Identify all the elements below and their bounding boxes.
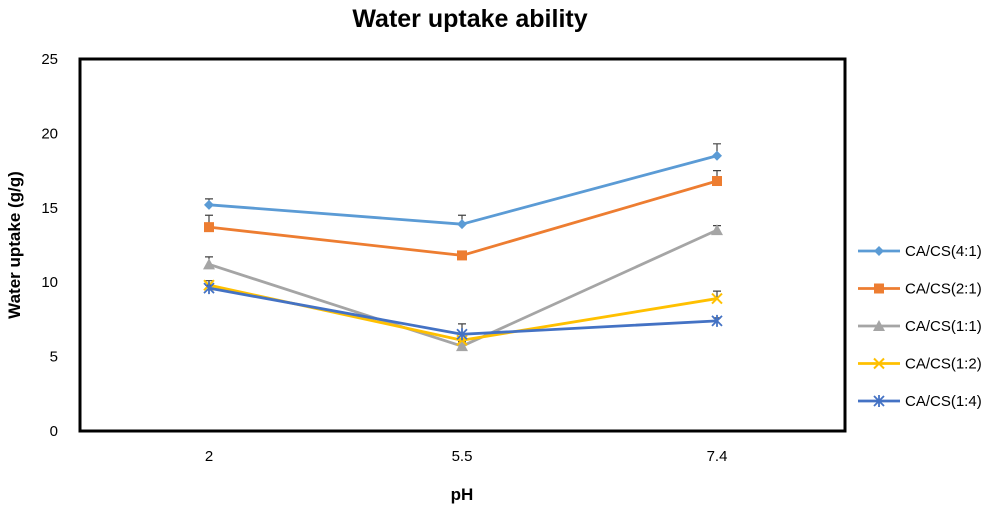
data-point: [711, 292, 723, 305]
data-point: [711, 314, 723, 327]
y-tick-label: 25: [41, 51, 58, 68]
legend-label: CA/CS(1:1): [905, 318, 982, 335]
legend-label: CA/CS(1:4): [905, 393, 982, 410]
y-tick-label: 0: [50, 423, 58, 440]
data-point: [204, 199, 214, 210]
x-tick-label: 5.5: [452, 448, 473, 465]
series-layer: [203, 143, 723, 352]
y-tick-label: 10: [41, 274, 58, 291]
data-point: [712, 176, 722, 187]
data-point: [456, 340, 468, 352]
legend: CA/CS(4:1) CA/CS(2:1) CA/CS(1:1) CA/CS(1:2)…: [858, 243, 982, 410]
legend-item: CA/CS(2:1): [858, 281, 982, 298]
data-point: [873, 320, 885, 331]
data-point: [711, 224, 723, 236]
legend-item: CA/CS(1:2): [858, 356, 982, 373]
legend-item: CA/CS(1:1): [858, 318, 982, 335]
data-point: [457, 250, 467, 261]
data-point: [712, 150, 722, 161]
y-tick-label: 20: [41, 125, 58, 142]
y-axis-title: Water uptake (g/g): [5, 171, 24, 319]
x-axis-ticks: 2 5.5 7.4: [205, 448, 728, 465]
legend-item: CA/CS(4:1): [858, 243, 982, 260]
data-point: [204, 222, 214, 233]
x-axis-title: pH: [451, 485, 474, 504]
x-tick-label: 7.4: [707, 448, 728, 465]
series-group: [203, 282, 723, 341]
data-point: [456, 328, 468, 341]
data-point: [873, 395, 885, 407]
data-point: [203, 282, 215, 295]
data-point: [874, 246, 884, 256]
legend-label: CA/CS(4:1): [905, 243, 982, 260]
plot-area-frame: [78, 57, 847, 433]
legend-label: CA/CS(2:1): [905, 281, 982, 298]
data-point: [457, 219, 467, 230]
x-tick-label: 2: [205, 448, 213, 465]
data-point: [874, 283, 884, 294]
series-group: [204, 143, 722, 230]
series-group: [204, 170, 722, 261]
legend-item: CA/CS(1:4): [858, 393, 982, 410]
y-axis-ticks: 0 5 10 15 20 25: [41, 51, 58, 440]
chart-title: Water uptake ability: [352, 5, 587, 33]
series-group: [203, 224, 723, 352]
y-tick-label: 5: [50, 349, 58, 366]
data-point: [203, 258, 215, 270]
y-tick-label: 15: [41, 200, 58, 217]
legend-label: CA/CS(1:2): [905, 356, 982, 373]
data-point: [873, 357, 885, 370]
